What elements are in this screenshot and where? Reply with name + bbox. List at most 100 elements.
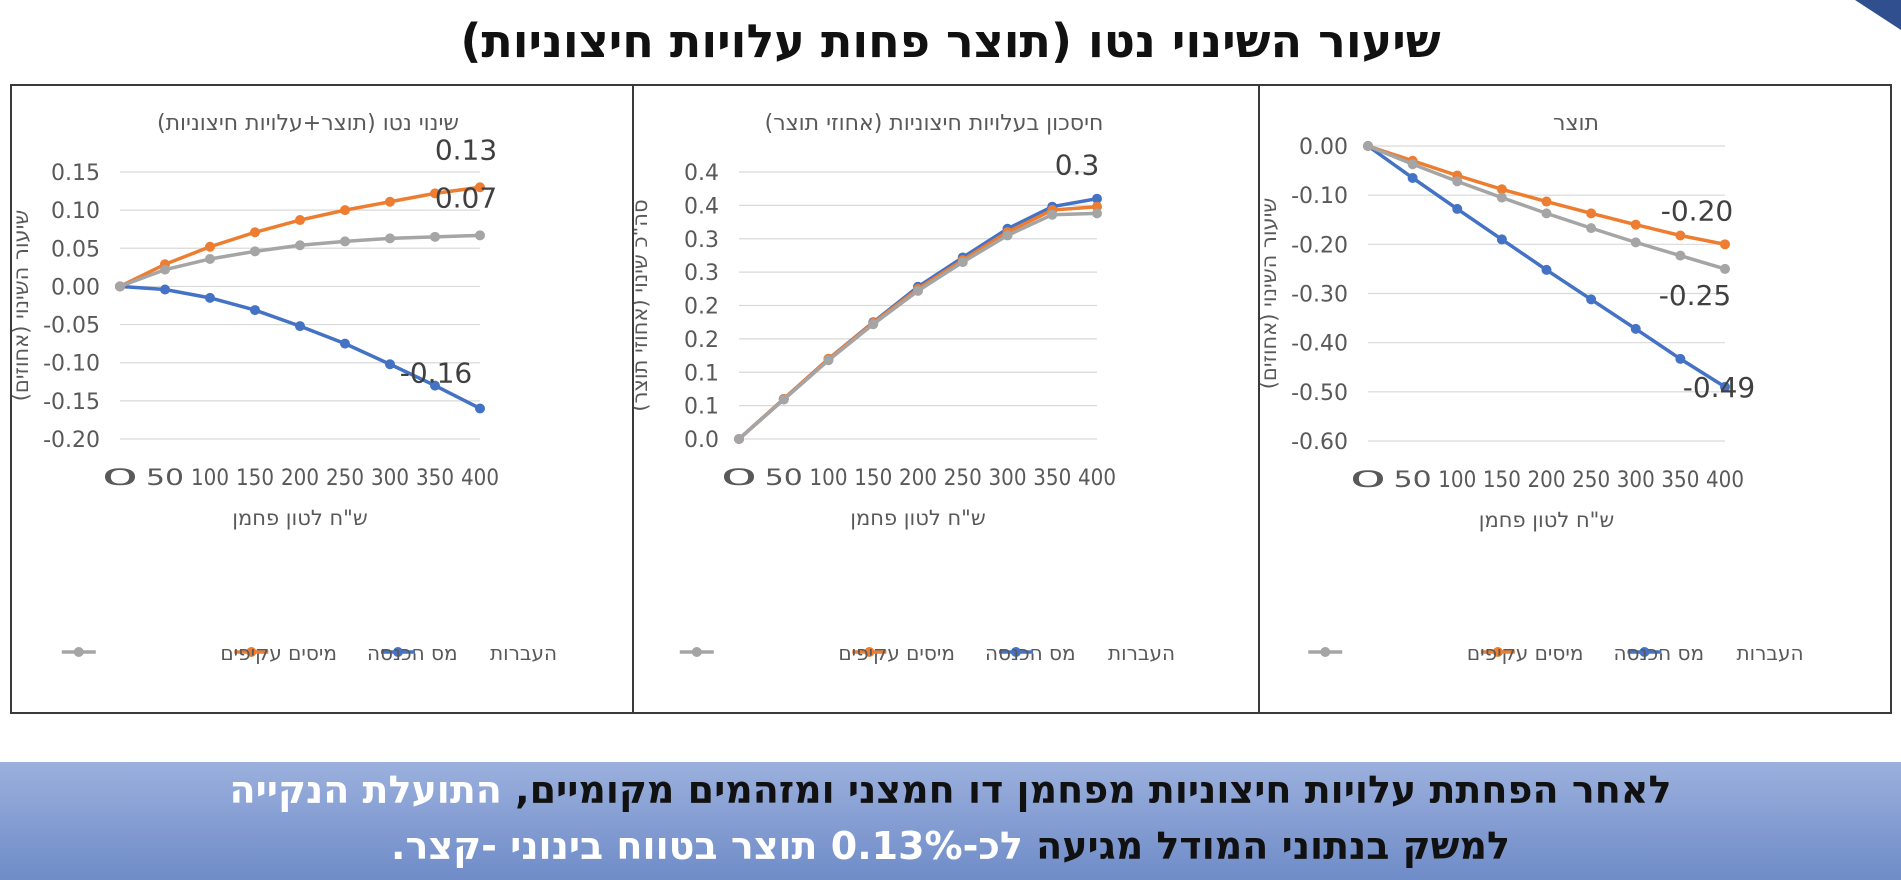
- x-tick-label: 100: [1438, 468, 1476, 493]
- data-point-indirect-taxes: [1407, 159, 1418, 170]
- data-point-indirect-taxes: [734, 434, 744, 444]
- y-tick-label: 0.10: [51, 199, 100, 224]
- y-tick-label: 0.2: [684, 328, 719, 353]
- y-tick-label: -0.15: [43, 390, 100, 415]
- legend-marker-income-tax: [1492, 647, 1503, 657]
- data-label: 0.07: [435, 181, 497, 214]
- chart-title: שינוי נטו (תוצר+עלויות חיצוניות): [157, 111, 459, 136]
- conclusion-banner: לאחר הפחתת עלויות חיצוניות מפחמן דו חמצנ…: [0, 762, 1901, 880]
- legend-marker-income-tax: [864, 647, 875, 657]
- data-point-transfers: [160, 284, 170, 295]
- data-point-income-tax: [250, 227, 260, 238]
- y-axis-label: שיעור השינוי (אחוזים): [1260, 198, 1281, 390]
- data-point-transfers: [1452, 203, 1463, 214]
- data-point-transfers: [340, 338, 350, 349]
- legend-marker-transfers: [1639, 647, 1650, 657]
- data-point-income-tax: [475, 182, 485, 193]
- data-point-transfers: [1092, 193, 1102, 204]
- y-tick-label: 0.00: [51, 275, 100, 300]
- y-tick-label: 0.4: [684, 194, 719, 219]
- y-tick-label: -0.30: [1291, 283, 1348, 308]
- y-tick-label: 0.15: [51, 161, 100, 186]
- y-tick-label: 0.00: [1299, 135, 1348, 160]
- x-tick-label: 150: [236, 466, 274, 491]
- y-tick-label: 0.1: [684, 361, 719, 386]
- data-point-indirect-taxes: [913, 285, 923, 296]
- x-tick-label: 150: [1483, 468, 1521, 493]
- y-tick-label: 0.1: [684, 395, 719, 420]
- data-point-indirect-taxes: [823, 355, 834, 366]
- y-tick-label: -0.50: [1291, 381, 1348, 406]
- y-tick-label: 0.4: [684, 161, 719, 186]
- data-point-income-tax: [1675, 230, 1686, 241]
- y-tick-label: -0.20: [43, 428, 100, 453]
- x-tick-label: 50: [146, 466, 184, 491]
- data-point-transfers: [1675, 353, 1686, 364]
- y-axis-label: שיעור השינוי (אחוזים): [12, 210, 33, 402]
- series-line-transfers: [119, 284, 481, 411]
- banner-text-2a: למשק בנתוני המודל מגיעה: [1022, 824, 1510, 868]
- y-tick-label: -0.20: [1291, 233, 1348, 258]
- y-tick-label: -0.40: [1291, 332, 1348, 357]
- x-tick-label: 300: [1617, 468, 1655, 493]
- legend-marker-indirect-taxes: [73, 647, 84, 657]
- data-label: 0.3: [1055, 149, 1100, 182]
- corner-decoration: [1855, 0, 1901, 30]
- data-point-indirect-taxes: [1452, 176, 1463, 187]
- legend-label-income-tax: מס הכנסה: [367, 641, 458, 665]
- y-tick-label: -0.05: [43, 314, 100, 339]
- series-line-income-tax: [737, 204, 1098, 441]
- data-label: -0.16: [400, 356, 472, 389]
- data-point-indirect-taxes: [1586, 223, 1597, 234]
- x-tick-label: 300: [989, 466, 1027, 491]
- x-tick-label: 200: [1528, 468, 1566, 493]
- y-tick-label: -0.60: [1291, 430, 1348, 455]
- data-point-indirect-taxes: [778, 394, 789, 405]
- data-point-indirect-taxes: [1363, 141, 1373, 151]
- x-tick-label: 250: [1572, 468, 1610, 493]
- data-point-indirect-taxes: [1047, 209, 1058, 220]
- legend-label-indirect-taxes: מיסים עקיפים: [1467, 641, 1584, 665]
- data-point-transfers: [1720, 381, 1730, 392]
- x-tick-label: 300: [371, 466, 409, 491]
- data-point-indirect-taxes: [1541, 208, 1552, 219]
- legend-label-transfers: העברות: [1737, 641, 1804, 665]
- data-point-income-tax: [205, 241, 215, 252]
- data-point-indirect-taxes: [295, 240, 305, 251]
- legend-label-transfers: העברות: [1108, 641, 1175, 665]
- panel-divider-left: [632, 84, 634, 714]
- legend-marker-indirect-taxes: [1320, 647, 1331, 657]
- legend-marker-transfers: [392, 647, 403, 657]
- data-point-income-tax: [340, 205, 350, 216]
- chart-net-change: שינוי נטו (תוצר+עלויות חיצוניות) 0.15 0.10…: [12, 111, 557, 665]
- x-tick-label: 0: [101, 466, 139, 491]
- x-tick-label: 250: [944, 466, 982, 491]
- legend-label-indirect-taxes: מיסים עקיפים: [838, 641, 955, 665]
- legend-label-income-tax: מס הכנסה: [1613, 641, 1704, 665]
- chart-panel-net-change: שינוי נטו (תוצר+עלויות חיצוניות) 0.15 0.10…: [12, 86, 632, 712]
- legend-marker-income-tax: [246, 647, 257, 657]
- legend-label-transfers: העברות: [490, 641, 557, 665]
- data-point-transfers: [205, 292, 215, 303]
- x-tick-label: 350: [1033, 466, 1071, 491]
- y-axis-label: סה"כ שינוי (אחוזי תוצר): [634, 199, 652, 411]
- x-tick-label: 400: [461, 466, 499, 491]
- data-point-transfers: [1630, 323, 1641, 334]
- data-label: -0.49: [1683, 371, 1755, 404]
- data-point-transfers: [475, 403, 485, 414]
- x-tick-label: 250: [326, 466, 364, 491]
- banner-highlight-2: לכ-0.13% תוצר בטווח בינוני -קצר.: [391, 824, 1023, 868]
- data-label: -0.25: [1659, 279, 1731, 312]
- data-point-indirect-taxes: [340, 236, 350, 247]
- data-point-transfers: [1496, 234, 1507, 245]
- data-point-indirect-taxes: [115, 281, 125, 292]
- data-point-indirect-taxes: [1630, 237, 1641, 248]
- x-tick-label: 100: [810, 466, 848, 491]
- x-tick-label: 400: [1078, 466, 1116, 491]
- banner-line-2: למשק בנתוני המודל מגיעה לכ-0.13% תוצר בט…: [0, 818, 1901, 874]
- data-point-transfers: [295, 321, 305, 332]
- charts-frame: [10, 84, 1892, 714]
- chart-external-savings: חיסכון בעלויות חיצוניות (אחוזי תוצר)0.00…: [634, 111, 1175, 665]
- chart-panel-external-savings: חיסכון בעלויות חיצוניות (אחוזי תוצר) 0.0 0…: [634, 86, 1258, 712]
- chart-output: תוצר 0.00 -0.10 -0.20 -0.30 -0.40 -0.50 -0.600 5…: [1260, 111, 1804, 665]
